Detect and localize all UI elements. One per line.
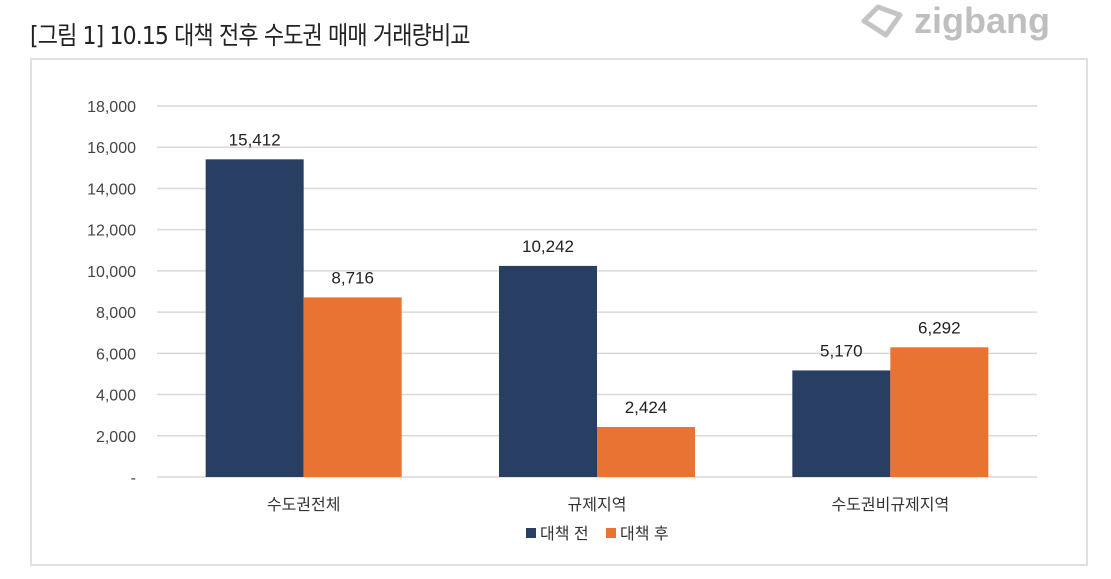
data-label: 2,424 <box>625 398 668 417</box>
data-label: 6,292 <box>918 318 961 337</box>
bar-after <box>597 427 695 477</box>
x-tick-label: 규제지역 <box>568 496 627 514</box>
y-tick-label: - <box>131 470 136 487</box>
bar-before <box>499 265 597 477</box>
legend-label: 대책 전 <box>540 525 589 543</box>
bar-after <box>303 297 402 477</box>
y-tick-label: 18,000 <box>87 99 136 116</box>
chart-panel <box>30 58 1088 566</box>
x-tick-label: 수도권비규제지역 <box>831 496 949 514</box>
bar-after <box>890 347 989 477</box>
y-tick-label: 10,000 <box>87 264 136 281</box>
zigbang-logo: zigbang <box>858 0 1050 42</box>
y-tick-label: 12,000 <box>87 223 136 240</box>
bar-before <box>792 370 891 477</box>
y-tick-label: 8,000 <box>96 305 136 322</box>
logo-text: zigbang <box>914 0 1050 41</box>
bar-before <box>205 159 304 477</box>
y-tick-label: 16,000 <box>87 140 136 157</box>
legend-swatch <box>526 528 536 538</box>
legend-swatch <box>606 528 616 538</box>
zigbang-logo-icon <box>861 4 903 38</box>
data-label: 8,716 <box>331 268 374 287</box>
data-label: 15,412 <box>229 130 281 149</box>
y-tick-label: 2,000 <box>96 429 136 446</box>
y-tick-label: 4,000 <box>96 388 136 405</box>
legend-label: 대책 후 <box>620 525 669 543</box>
x-tick-label: 수도권전체 <box>267 496 341 514</box>
y-tick-label: 14,000 <box>87 181 136 198</box>
data-label: 10,242 <box>522 237 574 256</box>
y-tick-label: 6,000 <box>96 346 136 363</box>
chart-title: [그림 1] 10.15 대책 전후 수도권 매매 거래량비교 <box>30 21 471 50</box>
data-label: 5,170 <box>820 341 863 360</box>
